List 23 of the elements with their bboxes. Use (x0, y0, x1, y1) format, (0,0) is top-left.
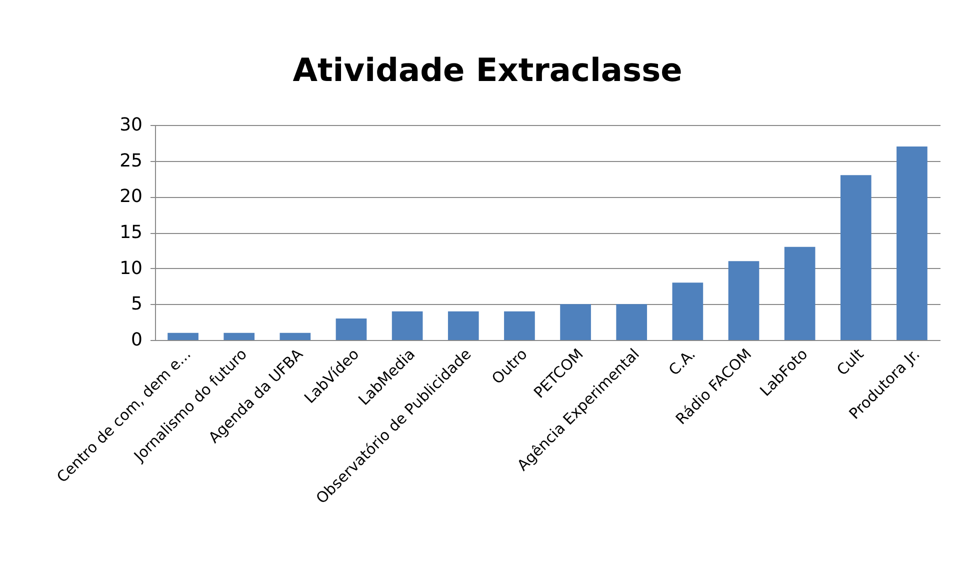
y-tick-label: 0 (131, 330, 142, 350)
bar (392, 311, 423, 340)
bar (840, 175, 872, 340)
bar (168, 332, 198, 340)
bar (784, 246, 816, 340)
bar (224, 332, 255, 340)
y-tick-label: 15 (120, 222, 142, 243)
bar (616, 304, 648, 340)
y-tick-label: 10 (120, 258, 142, 279)
bar (336, 318, 367, 340)
bar (504, 311, 535, 340)
bar (728, 261, 760, 340)
bar (896, 146, 928, 340)
y-tick-label: 30 (120, 114, 142, 136)
y-tick-label: 25 (120, 150, 142, 172)
bar (560, 304, 591, 340)
x-tick-label: C.A. (665, 345, 699, 380)
y-tick-label: 20 (120, 186, 142, 208)
chart-title: Atividade Extraclasse (292, 51, 682, 89)
bar (280, 332, 311, 340)
bar (448, 311, 479, 340)
bar (672, 282, 704, 340)
y-tick-label: 5 (131, 294, 142, 315)
